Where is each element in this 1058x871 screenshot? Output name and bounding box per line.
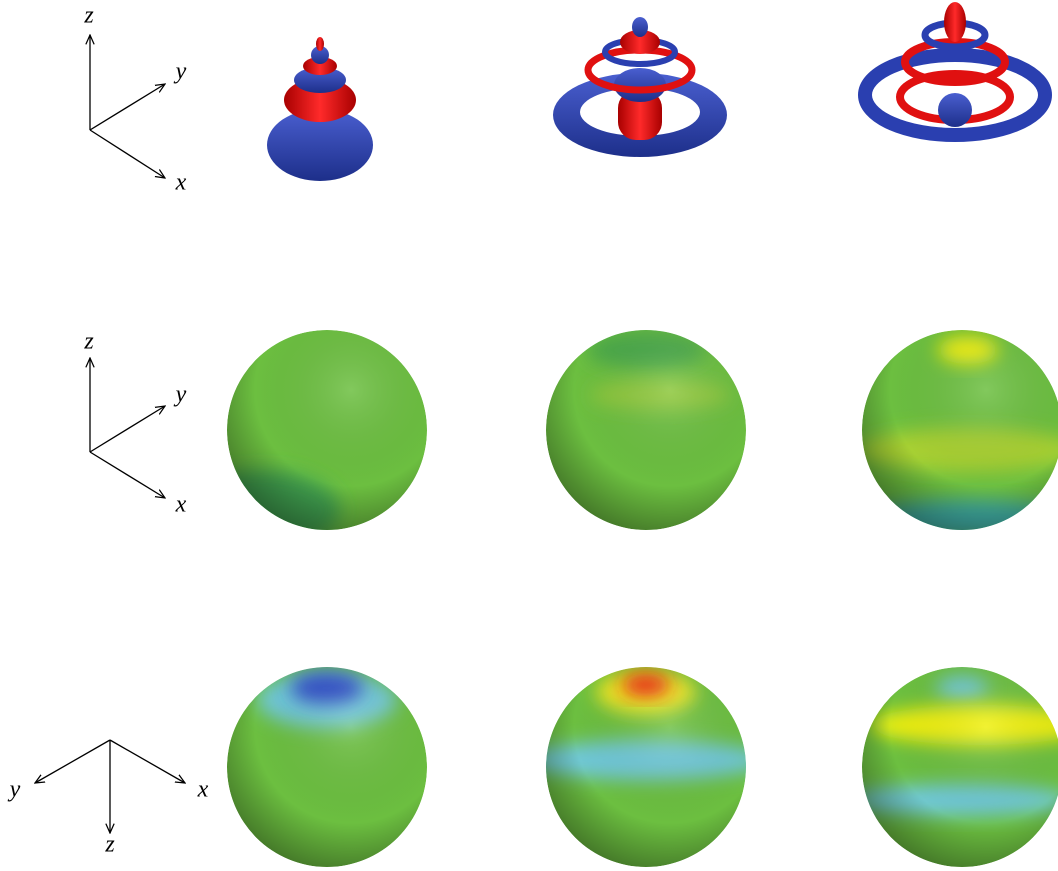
axis-triad: z y x	[83, 3, 186, 196]
axis-arrow	[89, 406, 165, 453]
axis-triad: y x z	[8, 739, 209, 858]
axis-arrow	[89, 129, 165, 178]
axis-arrow	[109, 739, 185, 783]
axis-label: x	[197, 777, 209, 803]
axis-label: y	[174, 382, 187, 408]
axis-arrow	[35, 739, 111, 783]
sphere	[227, 667, 427, 867]
axis-arrow	[89, 451, 165, 498]
axis-label: z	[83, 3, 94, 29]
axis-label: z	[83, 329, 94, 355]
sphere	[227, 330, 427, 530]
axis-label: x	[175, 170, 187, 196]
axis-label: y	[174, 59, 187, 85]
axis-arrow	[89, 84, 165, 131]
axis-triad: z y x	[83, 329, 186, 518]
axis-label: z	[104, 832, 115, 858]
sphere	[546, 667, 746, 867]
isosurface	[858, 2, 1052, 142]
sphere	[862, 667, 1058, 867]
sphere	[862, 330, 1058, 530]
isosurface	[267, 37, 373, 181]
sphere	[546, 330, 746, 530]
axis-label: y	[8, 777, 21, 803]
isosurface	[553, 17, 727, 157]
axis-label: x	[175, 492, 187, 518]
